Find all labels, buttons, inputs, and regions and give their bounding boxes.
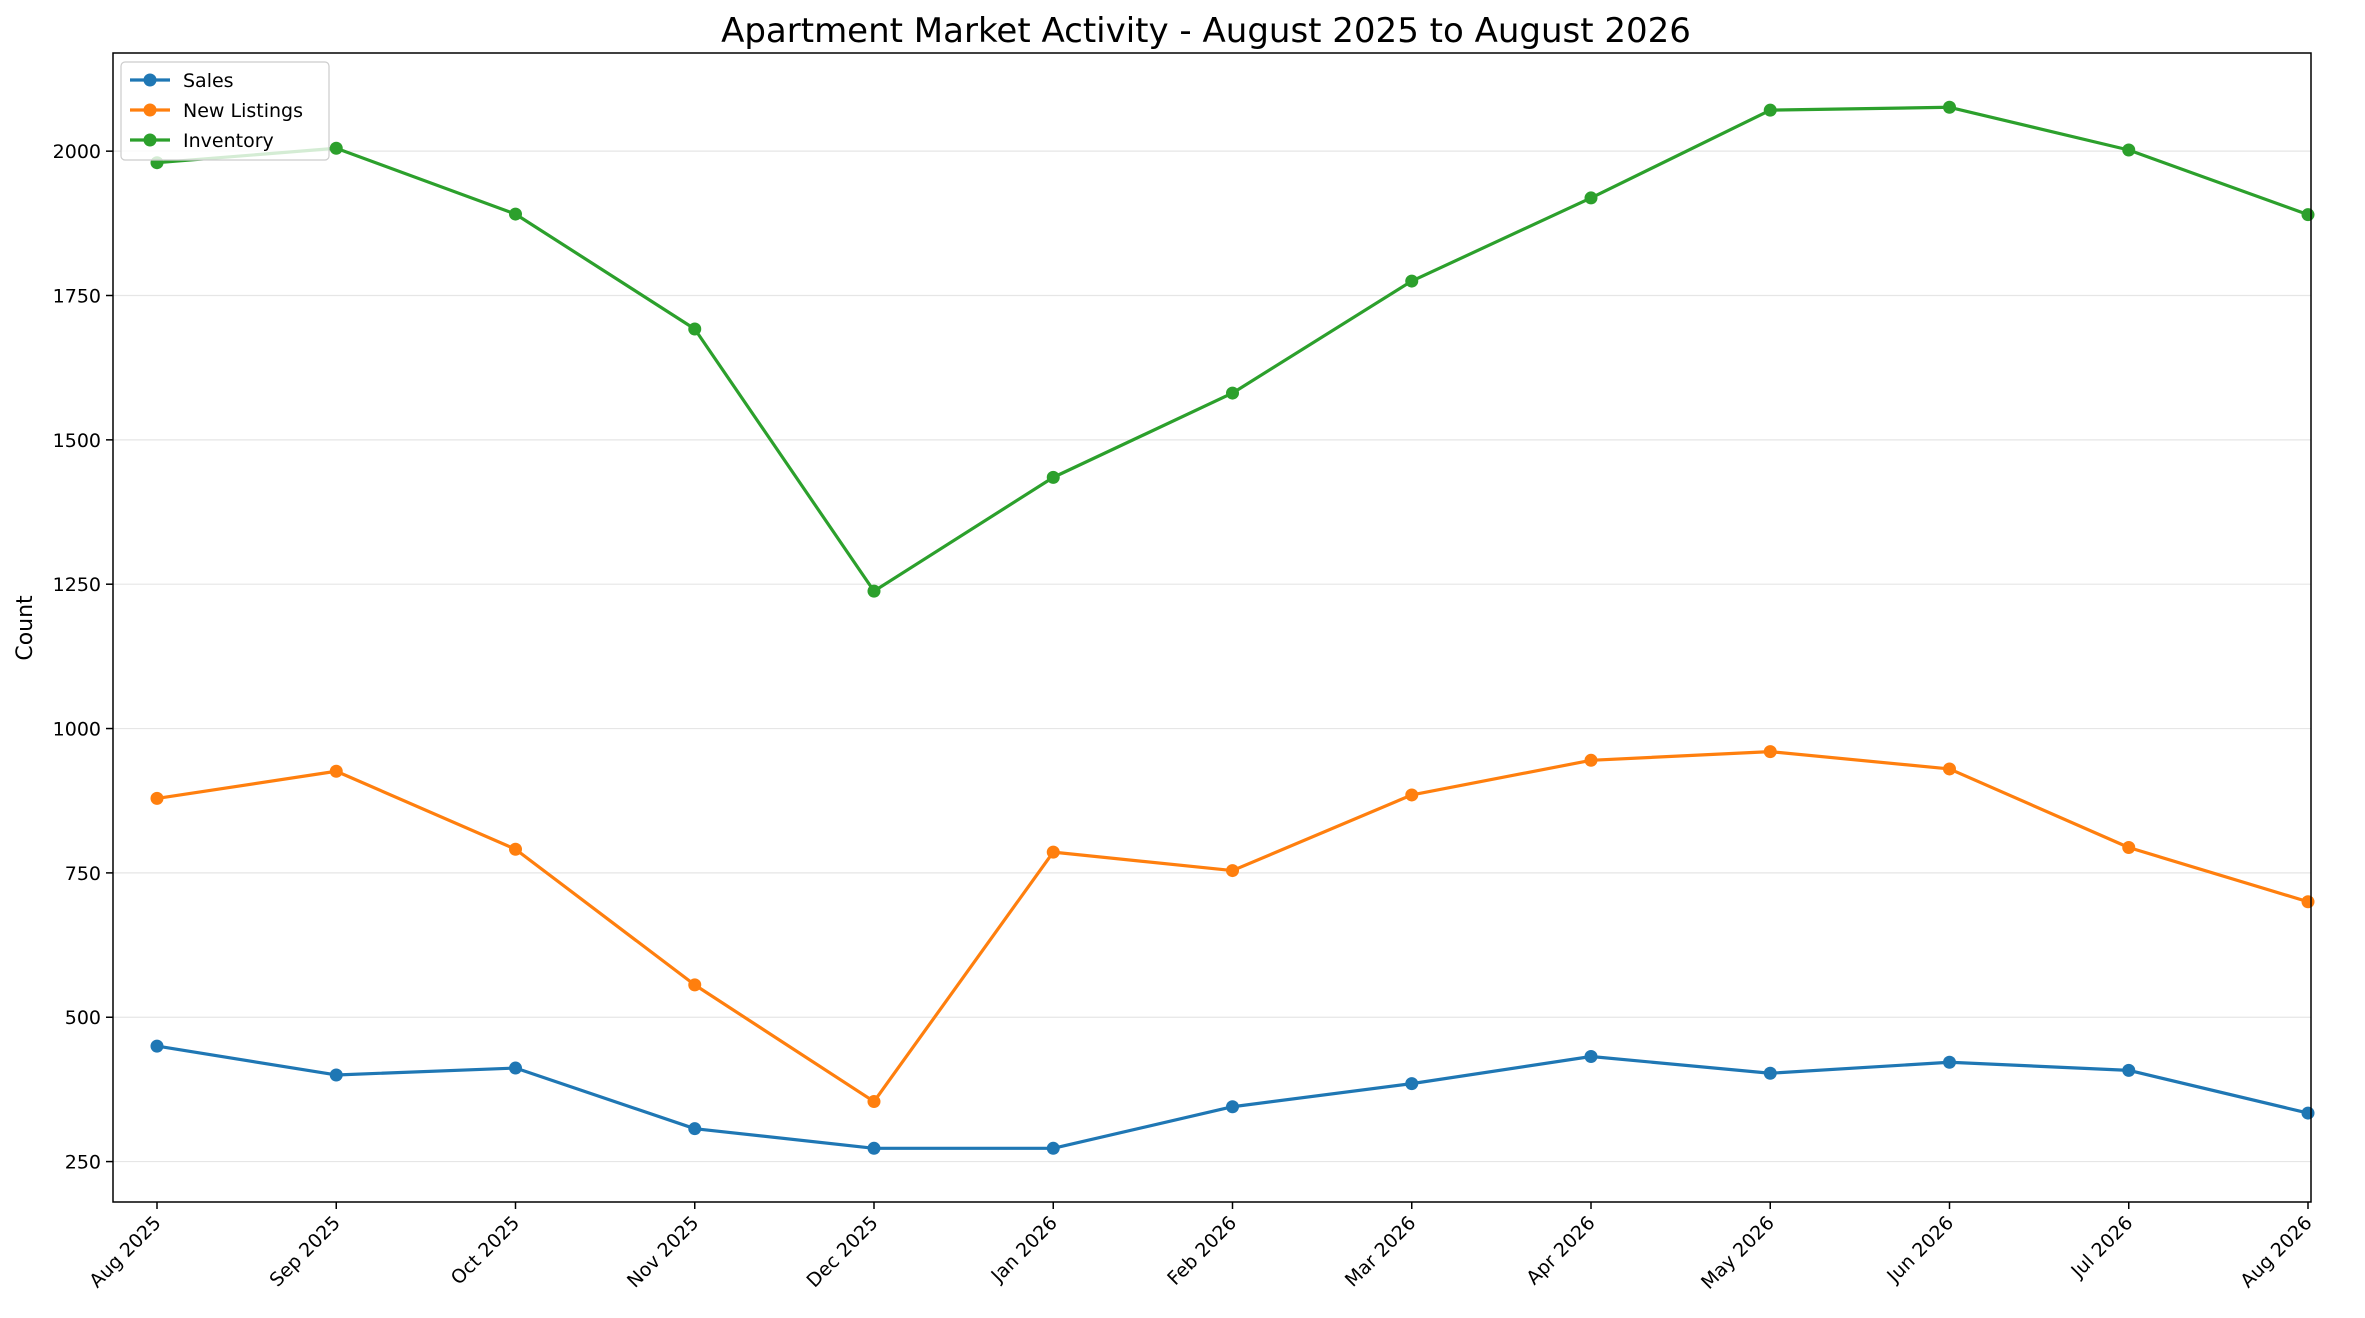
data-point-inventory-9 <box>1763 103 1777 117</box>
data-point-inventory-12 <box>2301 208 2315 222</box>
data-point-new-listings-5 <box>1046 845 1060 859</box>
y-tick-label-750: 750 <box>65 863 101 885</box>
x-tick-label-12: Aug 2026 <box>2236 1212 2316 1292</box>
data-point-inventory-1 <box>329 141 343 155</box>
data-point-inventory-3 <box>688 322 702 336</box>
x-tick-label-0: Aug 2025 <box>85 1212 165 1292</box>
data-point-sales-1 <box>329 1068 343 1082</box>
series-sales <box>150 1039 2315 1155</box>
data-point-sales-11 <box>2122 1063 2136 1077</box>
legend-marker-new-listings <box>143 103 157 117</box>
y-tick-label-1500: 1500 <box>53 430 101 452</box>
data-point-inventory-8 <box>1584 191 1598 205</box>
data-point-sales-9 <box>1763 1066 1777 1080</box>
data-point-new-listings-2 <box>509 842 522 856</box>
y-tick-label-1750: 1750 <box>53 286 101 308</box>
series-new-listings <box>150 745 2315 1109</box>
series-inventory <box>150 100 2315 598</box>
data-point-sales-8 <box>1584 1049 1598 1063</box>
legend: Sales New Listings Inventory <box>120 61 330 161</box>
data-point-inventory-6 <box>1226 386 1239 400</box>
data-point-new-listings-7 <box>1405 788 1419 802</box>
data-point-sales-6 <box>1226 1100 1239 1114</box>
legend-label-new-listings: New Listings <box>183 100 303 122</box>
y-axis-label: Count <box>13 595 38 661</box>
data-point-new-listings-10 <box>1943 762 1956 776</box>
legend-marker-inventory <box>143 133 157 147</box>
legend-box <box>120 61 330 161</box>
y-tick-label-1000: 1000 <box>53 719 101 741</box>
x-tick-label-9: May 2026 <box>1697 1212 1779 1294</box>
data-point-sales-4 <box>867 1141 881 1155</box>
data-point-sales-0 <box>150 1039 164 1053</box>
data-point-new-listings-4 <box>867 1095 881 1109</box>
data-point-sales-7 <box>1405 1077 1419 1091</box>
data-point-new-listings-11 <box>2122 840 2136 854</box>
data-point-inventory-4 <box>867 584 881 598</box>
x-tick-label-8: Apr 2026 <box>1522 1212 1599 1289</box>
data-point-new-listings-6 <box>1226 864 1239 878</box>
series-line-sales <box>156 1044 2309 1150</box>
legend-label-sales: Sales <box>183 70 234 92</box>
data-point-sales-10 <box>1943 1055 1956 1069</box>
x-tick-label-6: Feb 2026 <box>1163 1212 1241 1290</box>
data-point-sales-3 <box>688 1122 702 1136</box>
data-point-new-listings-12 <box>2301 895 2315 909</box>
y-tick-label-500: 500 <box>65 1007 101 1029</box>
x-tick-label-10: Jun 2026 <box>1882 1212 1958 1288</box>
data-point-inventory-11 <box>2122 143 2136 157</box>
x-tick-label-1: Sep 2025 <box>265 1212 344 1291</box>
legend-label-inventory: Inventory <box>183 130 274 152</box>
grid-layer <box>113 150 2311 1163</box>
data-point-new-listings-3 <box>688 978 702 992</box>
y-tick-label-2000: 2000 <box>53 141 101 163</box>
data-point-sales-5 <box>1046 1141 1060 1155</box>
x-tick-label-7: Mar 2026 <box>1341 1212 1420 1291</box>
data-point-new-listings-9 <box>1763 745 1777 759</box>
x-tick-label-11: Jul 2026 <box>2066 1212 2137 1283</box>
y-tick-label-250: 250 <box>65 1152 101 1174</box>
series-line-inventory <box>156 105 2309 593</box>
plot-frame <box>112 52 2312 1203</box>
series-layer <box>150 100 2315 1155</box>
x-tick-label-3: Nov 2025 <box>623 1212 703 1292</box>
x-tick-label-4: Dec 2025 <box>803 1212 883 1292</box>
x-tick-label-2: Oct 2025 <box>447 1212 524 1289</box>
data-point-new-listings-1 <box>329 764 343 778</box>
axes-layer: 250 500 750 1000 1250 1500 1750 2000 Aug 2025 Sep… <box>53 141 2317 1294</box>
data-point-new-listings-0 <box>150 791 164 805</box>
data-point-inventory-10 <box>1943 100 1956 114</box>
data-point-inventory-2 <box>509 207 522 221</box>
x-tick-label-5: Jan 2026 <box>986 1212 1061 1287</box>
data-point-sales-2 <box>509 1061 522 1075</box>
data-point-new-listings-8 <box>1584 753 1598 767</box>
y-tick-label-1250: 1250 <box>53 574 101 596</box>
data-point-sales-12 <box>2301 1106 2315 1120</box>
data-point-inventory-5 <box>1046 470 1060 484</box>
series-line-new-listings <box>156 750 2309 1104</box>
chart-title: Apartment Market Activity - August 2025 … <box>721 11 1691 51</box>
legend-marker-sales <box>143 73 157 87</box>
data-point-inventory-7 <box>1405 274 1419 288</box>
